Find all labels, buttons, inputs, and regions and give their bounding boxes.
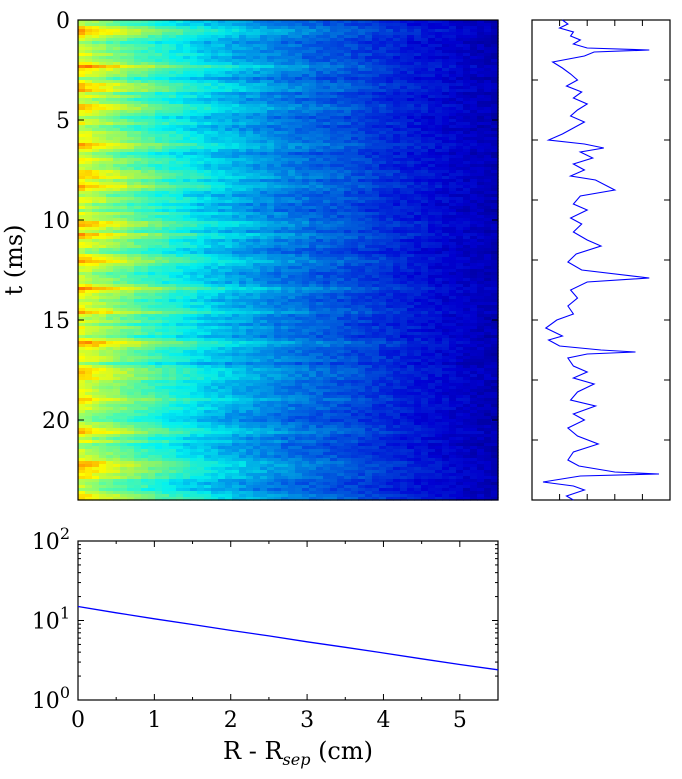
heatmap-image: [78, 20, 499, 501]
